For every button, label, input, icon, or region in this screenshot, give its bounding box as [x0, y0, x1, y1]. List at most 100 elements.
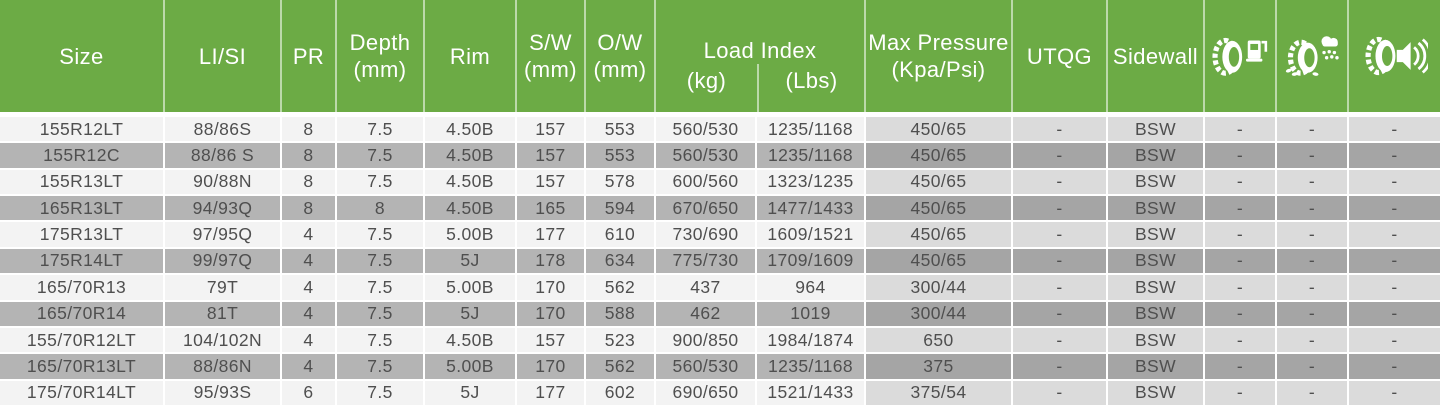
cell-lisi: 95/93S	[165, 380, 282, 405]
cell-rim: 4.50B	[425, 143, 517, 168]
cell-maxp: 450/65	[866, 248, 1013, 274]
cell-size: 155R12LT	[0, 117, 165, 142]
col-header-size-label: Size	[59, 43, 104, 69]
cell-lbs: 1323/1235	[757, 169, 866, 195]
cell-size: 155/70R12LT	[0, 327, 165, 353]
cell-sw: 177	[517, 380, 586, 405]
table-row: 175/70R14LT 95/93S 6 7.5 5J 177 602 690/650 1521…	[0, 380, 1440, 405]
cell-depth: 7.5	[337, 354, 425, 379]
cell-rim: 5.00B	[425, 354, 517, 379]
cell-sw: 165	[517, 196, 586, 221]
col-header-rim-label: Rim	[449, 43, 491, 69]
cell-noise: -	[1349, 143, 1440, 168]
cell-maxp: 450/65	[866, 143, 1013, 168]
cell-ow: 523	[586, 327, 656, 353]
load-index-lbs-label: (Lbs)	[757, 64, 864, 112]
cell-maxp: 450/65	[866, 196, 1013, 221]
table-row: 165/70R14 81T 4 7.5 5J 170 588 462 1019 300/44- BS…	[0, 301, 1440, 328]
cell-noise: -	[1349, 380, 1440, 405]
cell-rim: 4.50B	[425, 169, 517, 195]
cell-utqg: -	[1013, 275, 1108, 300]
cell-fuel: -	[1205, 301, 1277, 326]
cell-lbs: 1235/1168	[757, 143, 866, 168]
noise-icon	[1362, 33, 1428, 79]
col-header-noise	[1349, 0, 1440, 112]
cell-lbs: 1235/1168	[757, 117, 866, 142]
cell-kg: 900/850	[656, 327, 757, 353]
col-header-size: Size	[0, 0, 165, 112]
cell-sw: 170	[517, 354, 586, 379]
cell-ow: 634	[586, 248, 656, 274]
cell-pr: 8	[282, 117, 337, 142]
cell-maxp: 300/44	[866, 275, 1013, 300]
cell-sidewall: BSW	[1108, 248, 1205, 274]
table-header-row: Size LI/SI PR Depth (mm) Rim S/W (mm) O/…	[0, 0, 1440, 112]
cell-rim: 4.50B	[425, 327, 517, 353]
cell-size: 165/70R13	[0, 275, 165, 300]
cell-wet: -	[1277, 117, 1349, 142]
cell-utqg: -	[1013, 380, 1108, 405]
cell-size: 155R12C	[0, 143, 165, 168]
col-header-wet-grip	[1277, 0, 1349, 112]
cell-lisi: 97/95Q	[165, 222, 282, 247]
cell-maxp: 450/65	[866, 117, 1013, 142]
cell-sw: 157	[517, 143, 586, 168]
cell-noise: -	[1349, 354, 1440, 379]
cell-rim: 5.00B	[425, 275, 517, 300]
cell-rim: 5J	[425, 380, 517, 405]
cell-depth: 7.5	[337, 380, 425, 405]
cell-rim: 5.00B	[425, 222, 517, 247]
cell-lisi: 104/102N	[165, 327, 282, 353]
cell-maxp: 650	[866, 327, 1013, 353]
cell-kg: 462	[656, 301, 757, 326]
table-row: 155R12LT 88/86S 8 7.5 4.50B 157 553 560/530 1235…	[0, 117, 1440, 144]
cell-maxp: 450/65	[866, 169, 1013, 195]
table-row: 175R13LT 97/95Q 4 7.5 5.00B 177 610 730/690 1609…	[0, 222, 1440, 249]
table-row: 155R13LT 90/88N 8 7.5 4.50B 157 578 600/560 1323…	[0, 169, 1440, 197]
cell-pr: 4	[282, 354, 337, 379]
cell-fuel: -	[1205, 248, 1277, 274]
cell-lisi: 79T	[165, 275, 282, 300]
cell-pr: 4	[282, 301, 337, 326]
cell-ow: 594	[586, 196, 656, 221]
cell-fuel: -	[1205, 222, 1277, 247]
cell-lisi: 94/93Q	[165, 196, 282, 221]
cell-sidewall: BSW	[1108, 222, 1205, 247]
cell-sw: 157	[517, 117, 586, 142]
cell-depth: 7.5	[337, 222, 425, 247]
col-header-utqg: UTQG	[1013, 0, 1108, 112]
cell-noise: -	[1349, 169, 1440, 195]
cell-lbs: 1521/1433	[757, 380, 866, 405]
cell-ow: 562	[586, 275, 656, 300]
cell-pr: 4	[282, 248, 337, 274]
cell-lisi: 99/97Q	[165, 248, 282, 274]
cell-sidewall: BSW	[1108, 327, 1205, 353]
cell-lisi: 90/88N	[165, 169, 282, 195]
cell-sidewall: BSW	[1108, 301, 1205, 326]
col-header-lisi-label: LI/SI	[198, 43, 247, 69]
wet-grip-icon	[1281, 33, 1343, 79]
cell-lisi: 88/86S	[165, 117, 282, 142]
cell-lbs: 1609/1521	[757, 222, 866, 247]
cell-noise: -	[1349, 301, 1440, 326]
col-header-depth-line1: Depth	[349, 30, 411, 55]
col-header-max-pressure-line1: Max Pressure	[868, 30, 1009, 55]
col-header-sw-line1: S/W	[529, 30, 572, 55]
cell-maxp: 300/44	[866, 301, 1013, 326]
cell-ow: 562	[586, 354, 656, 379]
cell-sidewall: BSW	[1108, 380, 1205, 405]
col-header-ow-line1: O/W	[597, 30, 643, 55]
cell-fuel: -	[1205, 196, 1277, 221]
cell-utqg: -	[1013, 222, 1108, 247]
col-header-sidewall-label: Sidewall	[1112, 43, 1199, 69]
cell-wet: -	[1277, 222, 1349, 247]
cell-size: 175/70R14LT	[0, 380, 165, 405]
cell-pr: 8	[282, 143, 337, 168]
cell-utqg: -	[1013, 301, 1108, 326]
cell-wet: -	[1277, 354, 1349, 379]
col-header-rim: Rim	[425, 0, 517, 112]
cell-depth: 7.5	[337, 117, 425, 142]
cell-rim: 5J	[425, 301, 517, 326]
cell-size: 165/70R13LT	[0, 354, 165, 379]
